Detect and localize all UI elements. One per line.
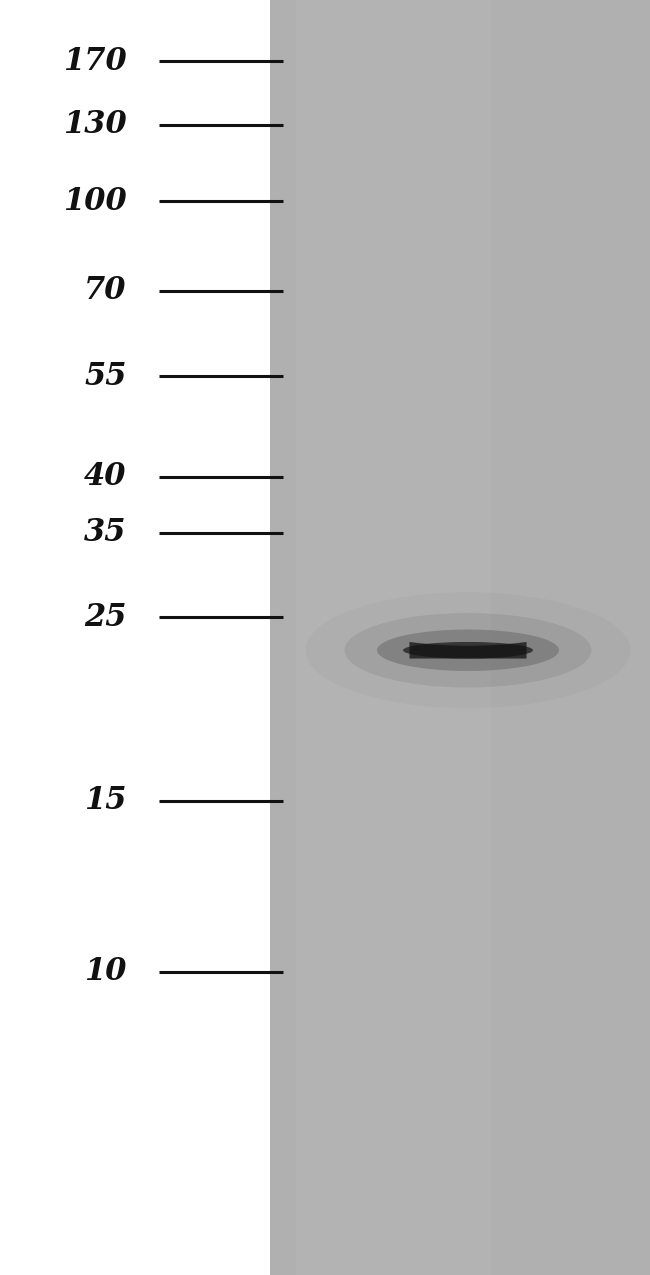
Text: 100: 100 [63, 186, 127, 217]
Text: 25: 25 [84, 602, 127, 632]
Ellipse shape [377, 630, 559, 671]
Bar [296, 0, 491, 1275]
PathPatch shape [410, 643, 526, 658]
Text: 130: 130 [63, 110, 127, 140]
Text: 40: 40 [84, 462, 127, 492]
Text: 55: 55 [84, 361, 127, 391]
Ellipse shape [306, 592, 630, 709]
Text: 10: 10 [84, 956, 127, 987]
Text: 170: 170 [63, 46, 127, 76]
Text: 35: 35 [84, 518, 127, 548]
Text: 15: 15 [84, 785, 127, 816]
Ellipse shape [344, 613, 592, 687]
Ellipse shape [403, 643, 533, 658]
Text: 70: 70 [84, 275, 127, 306]
Bar [270, 0, 650, 1275]
